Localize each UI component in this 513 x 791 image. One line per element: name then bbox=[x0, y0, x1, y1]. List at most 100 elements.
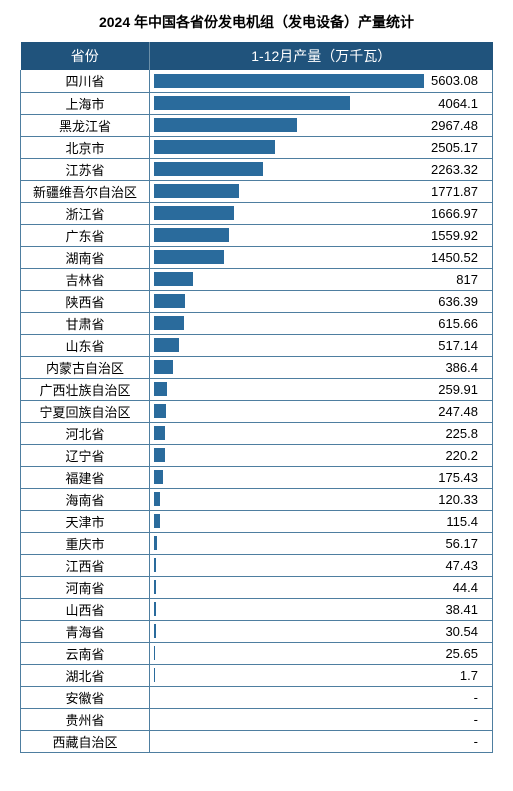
table-row: 四川省5603.08 bbox=[21, 70, 493, 92]
table-row: 湖北省 1.7 bbox=[21, 664, 493, 686]
value-label: 247.48 bbox=[438, 404, 492, 419]
table-row: 河南省44.4 bbox=[21, 576, 493, 598]
table-row: 北京市2505.17 bbox=[21, 136, 493, 158]
table-row: 广西壮族自治区259.91 bbox=[21, 378, 493, 400]
value-cell: 817 bbox=[150, 268, 493, 290]
bar bbox=[154, 338, 179, 352]
value-label: 47.43 bbox=[445, 558, 492, 573]
table-row: 内蒙古自治区386.4 bbox=[21, 356, 493, 378]
bar bbox=[154, 602, 156, 616]
bar bbox=[154, 448, 165, 462]
table-row: 上海市 4064.1 bbox=[21, 92, 493, 114]
table-row: 黑龙江省 2967.48 bbox=[21, 114, 493, 136]
table-row: 贵州省- bbox=[21, 708, 493, 730]
value-label: 615.66 bbox=[438, 316, 492, 331]
bar bbox=[154, 404, 166, 418]
value-label: 2967.48 bbox=[431, 118, 492, 133]
value-label: 120.33 bbox=[438, 492, 492, 507]
province-cell: 上海市 bbox=[21, 92, 150, 114]
bar bbox=[154, 492, 160, 506]
bar bbox=[154, 580, 156, 594]
value-label: 4064.1 bbox=[438, 96, 492, 111]
table-row: 江西省 47.43 bbox=[21, 554, 493, 576]
value-label: 2505.17 bbox=[431, 140, 492, 155]
province-cell: 吉林省 bbox=[21, 268, 150, 290]
value-cell: 25.65 bbox=[150, 642, 493, 664]
value-cell: 2263.32 bbox=[150, 158, 493, 180]
table-row: 湖南省1450.52 bbox=[21, 246, 493, 268]
value-cell: 1559.92 bbox=[150, 224, 493, 246]
value-cell: 115.4 bbox=[150, 510, 493, 532]
table-row: 天津市115.4 bbox=[21, 510, 493, 532]
bar bbox=[154, 426, 165, 440]
table-row: 西藏自治区- bbox=[21, 730, 493, 752]
table-row: 吉林省817 bbox=[21, 268, 493, 290]
bar bbox=[154, 294, 185, 308]
bar bbox=[154, 162, 263, 176]
province-cell: 广东省 bbox=[21, 224, 150, 246]
province-cell: 广西壮族自治区 bbox=[21, 378, 150, 400]
value-cell: 2505.17 bbox=[150, 136, 493, 158]
table-row: 浙江省1666.97 bbox=[21, 202, 493, 224]
value-cell: 38.41 bbox=[150, 598, 493, 620]
province-cell: 辽宁省 bbox=[21, 444, 150, 466]
table-row: 江苏省2263.32 bbox=[21, 158, 493, 180]
header-province: 省份 bbox=[21, 42, 150, 70]
province-cell: 贵州省 bbox=[21, 708, 150, 730]
bar bbox=[154, 184, 239, 198]
value-label: 517.14 bbox=[438, 338, 492, 353]
value-cell: 56.17 bbox=[150, 532, 493, 554]
value-label: 1.7 bbox=[460, 668, 492, 683]
province-cell: 福建省 bbox=[21, 466, 150, 488]
table-row: 山西省38.41 bbox=[21, 598, 493, 620]
bar bbox=[154, 316, 184, 330]
province-cell: 江西省 bbox=[21, 554, 150, 576]
province-cell: 湖北省 bbox=[21, 664, 150, 686]
value-cell: - bbox=[150, 730, 493, 752]
bar bbox=[154, 624, 155, 638]
bar bbox=[154, 250, 224, 264]
value-label: 44.4 bbox=[453, 580, 492, 595]
value-cell: 220.2 bbox=[150, 444, 493, 466]
value-label: 225.8 bbox=[445, 426, 492, 441]
province-cell: 宁夏回族自治区 bbox=[21, 400, 150, 422]
value-cell: 5603.08 bbox=[150, 70, 493, 92]
value-cell: 175.43 bbox=[150, 466, 493, 488]
province-cell: 黑龙江省 bbox=[21, 114, 150, 136]
province-cell: 甘肃省 bbox=[21, 312, 150, 334]
value-cell: 1666.97 bbox=[150, 202, 493, 224]
value-label: - bbox=[474, 734, 492, 749]
bar bbox=[154, 514, 160, 528]
table-row: 云南省25.65 bbox=[21, 642, 493, 664]
province-cell: 江苏省 bbox=[21, 158, 150, 180]
province-cell: 重庆市 bbox=[21, 532, 150, 554]
data-table: 省份 1-12月产量（万千瓦） 四川省5603.08上海市4064.1黑龙江省2… bbox=[20, 42, 493, 753]
value-label: 1771.87 bbox=[431, 184, 492, 199]
value-cell: - bbox=[150, 708, 493, 730]
bar bbox=[154, 272, 193, 286]
bar bbox=[154, 74, 424, 88]
table-row: 甘肃省 615.66 bbox=[21, 312, 493, 334]
province-cell: 海南省 bbox=[21, 488, 150, 510]
bar bbox=[154, 646, 155, 660]
value-cell: 30.54 bbox=[150, 620, 493, 642]
table-row: 河北省 225.8 bbox=[21, 422, 493, 444]
value-cell: 4064.1 bbox=[150, 92, 493, 114]
value-cell: 120.33 bbox=[150, 488, 493, 510]
province-cell: 山东省 bbox=[21, 334, 150, 356]
value-label: 1450.52 bbox=[431, 250, 492, 265]
value-cell: 636.39 bbox=[150, 290, 493, 312]
bar bbox=[154, 360, 173, 374]
value-cell: 517.14 bbox=[150, 334, 493, 356]
table-row: 山东省 517.14 bbox=[21, 334, 493, 356]
province-cell: 陕西省 bbox=[21, 290, 150, 312]
table-row: 陕西省 636.39 bbox=[21, 290, 493, 312]
bar bbox=[154, 536, 157, 550]
bar bbox=[154, 118, 297, 132]
value-label: 636.39 bbox=[438, 294, 492, 309]
value-cell: 2967.48 bbox=[150, 114, 493, 136]
province-cell: 安徽省 bbox=[21, 686, 150, 708]
value-label: 220.2 bbox=[445, 448, 492, 463]
value-label: 38.41 bbox=[445, 602, 492, 617]
province-cell: 河北省 bbox=[21, 422, 150, 444]
